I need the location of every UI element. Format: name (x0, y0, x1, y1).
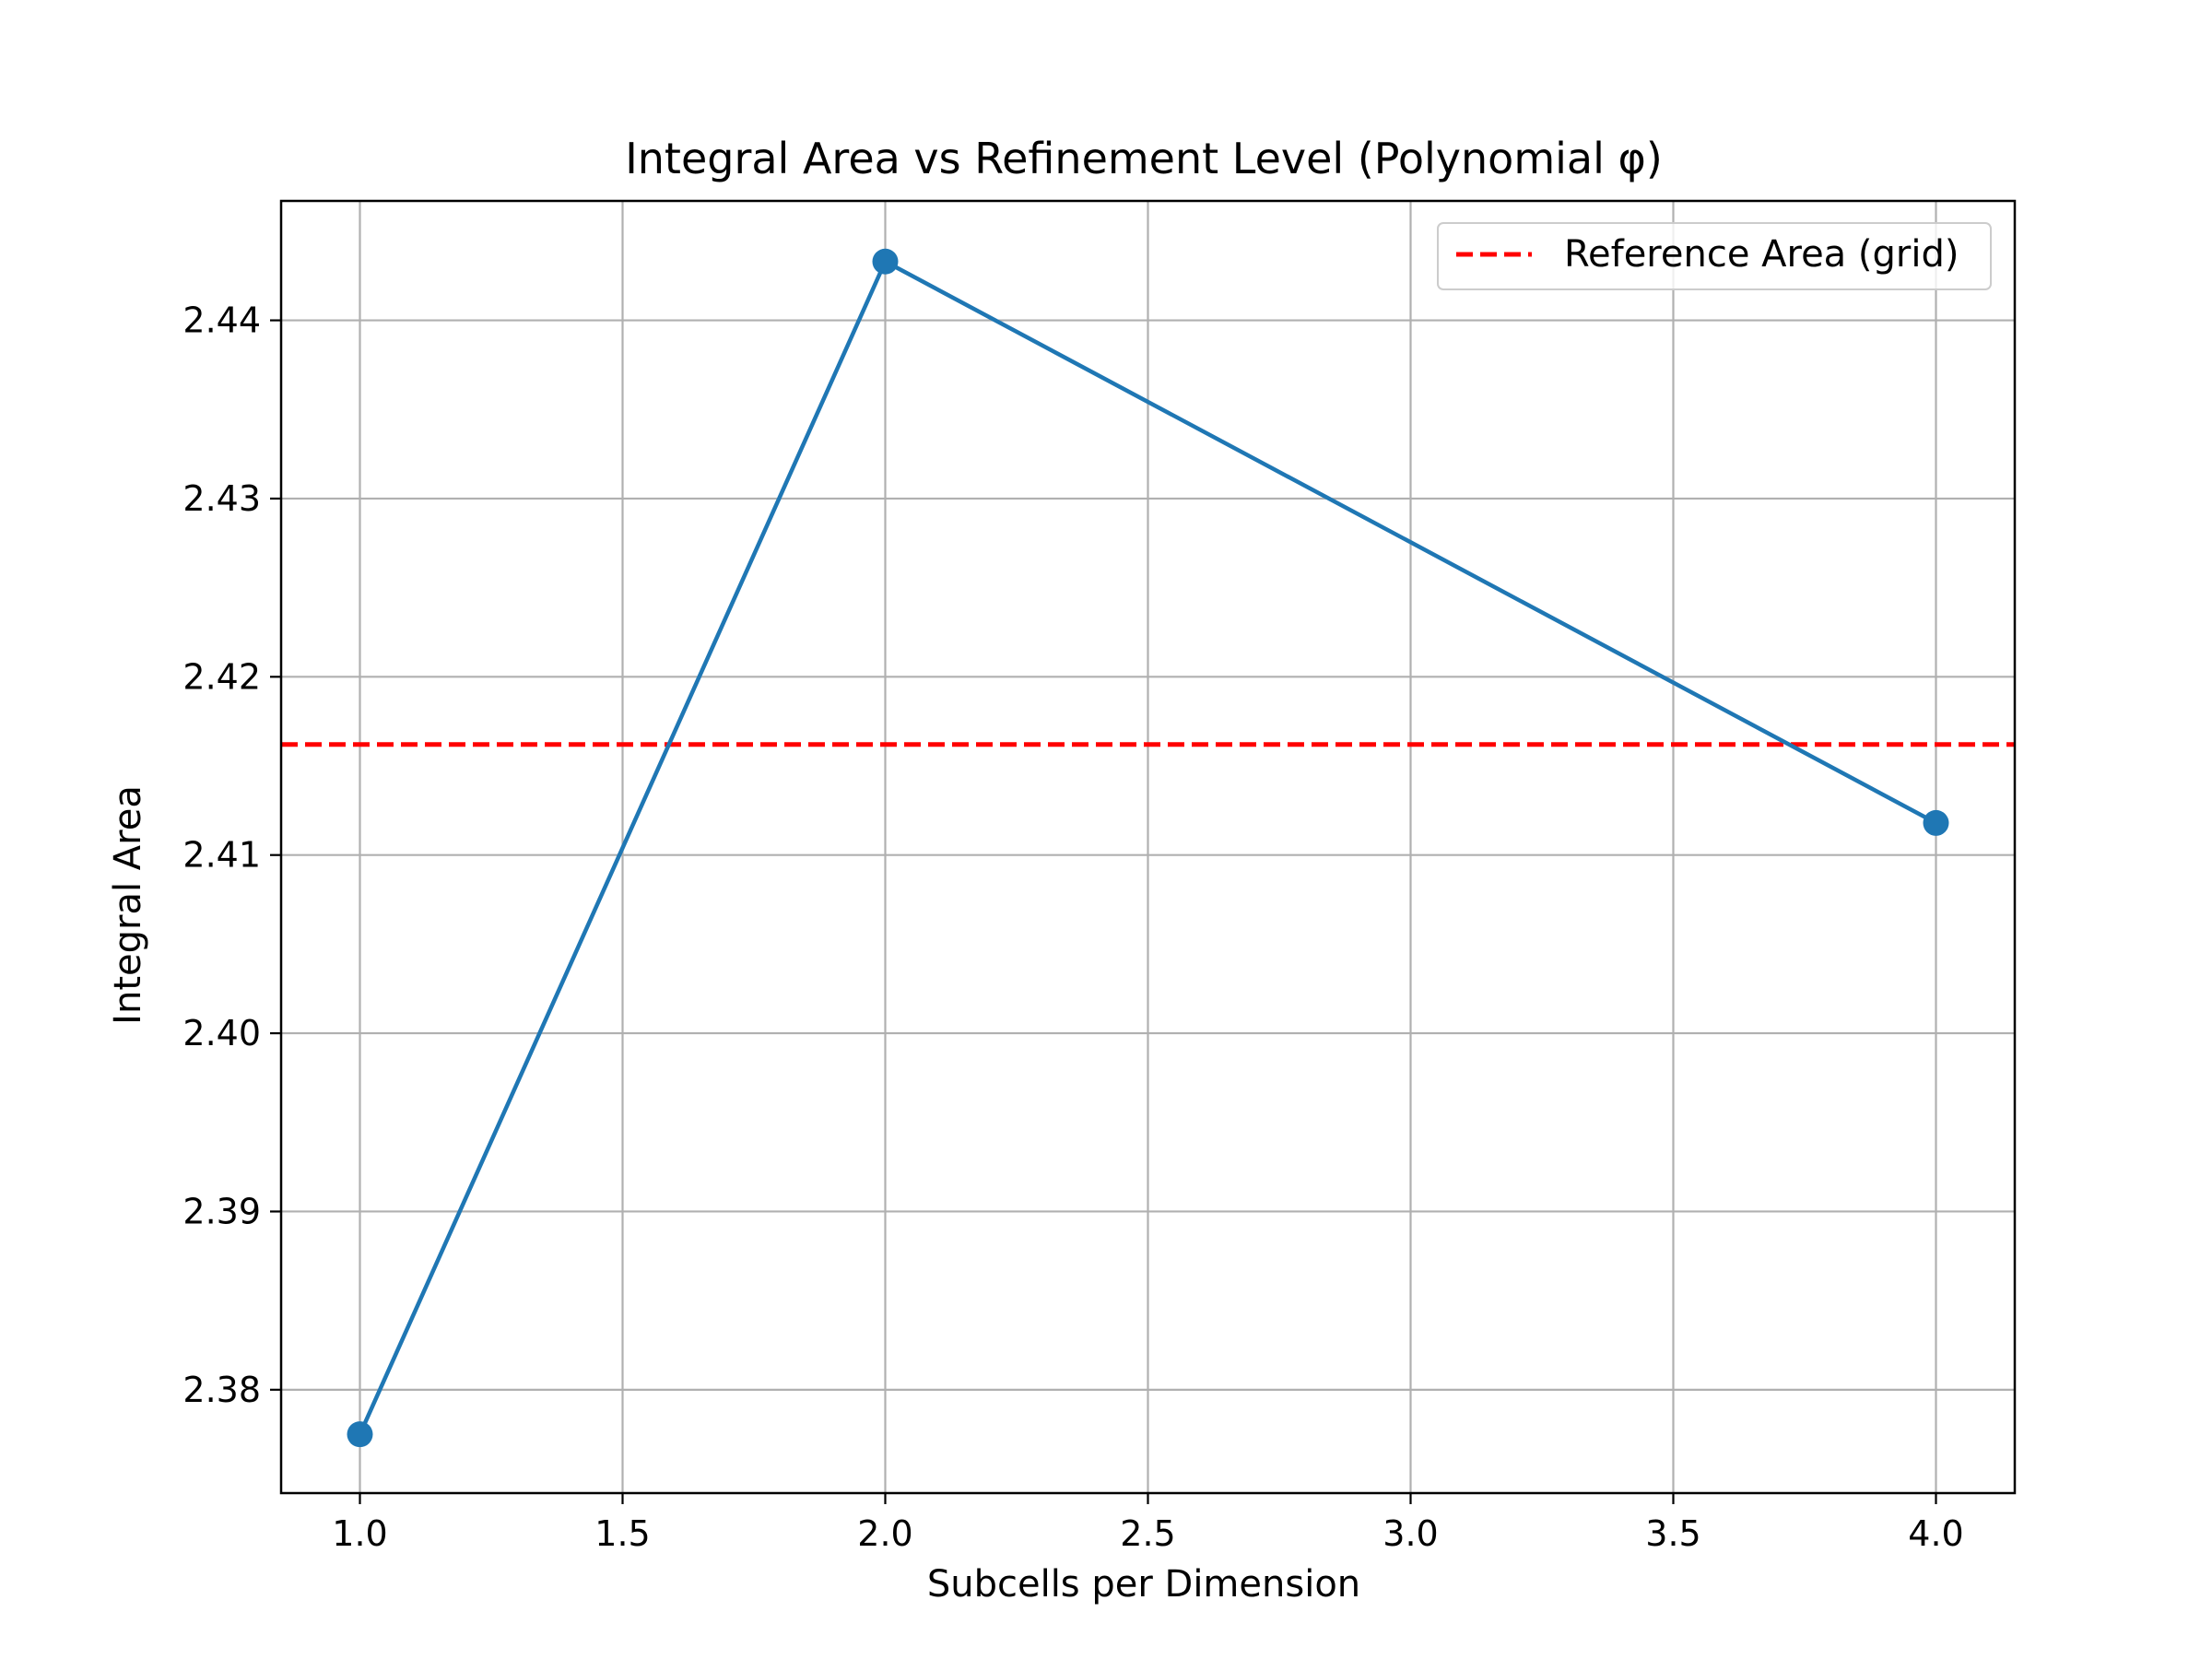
chart-title: Integral Area vs Refinement Level (Polyn… (625, 134, 1663, 183)
x-axis-label: Subcells per Dimension (927, 1563, 1360, 1606)
legend: Reference Area (grid) (1437, 222, 1992, 290)
data-point (347, 1421, 373, 1448)
y-axis-ticks: 2.38 2.39 2.40 2.41 2.42 2.43 2.44 (182, 300, 281, 1410)
legend-box (1437, 222, 1992, 290)
x-tick-label: 2.0 (857, 1513, 912, 1554)
x-tick-label: 3.0 (1382, 1513, 1438, 1554)
x-axis-ticks: 1.0 1.5 2.0 2.5 3.0 3.5 4.0 (332, 1493, 1964, 1554)
data-point (872, 248, 899, 275)
y-tick-label: 2.43 (182, 478, 261, 519)
legend-label-reference-area: Reference Area (grid) (1564, 233, 1959, 276)
x-tick-label: 3.5 (1645, 1513, 1700, 1554)
y-tick-label: 2.38 (182, 1370, 261, 1410)
data-series (347, 248, 1949, 1448)
y-tick-label: 2.44 (182, 300, 261, 341)
x-tick-label: 1.5 (594, 1513, 650, 1554)
x-tick-label: 4.0 (1908, 1513, 1963, 1554)
data-point (1923, 809, 1949, 836)
y-tick-label: 2.39 (182, 1191, 261, 1231)
y-tick-label: 2.40 (182, 1013, 261, 1053)
grid-lines (281, 201, 2015, 1493)
x-tick-label: 1.0 (332, 1513, 387, 1554)
x-tick-label: 2.5 (1120, 1513, 1175, 1554)
y-tick-label: 2.41 (182, 835, 261, 876)
y-axis-label: Integral Area (107, 785, 149, 1025)
y-tick-label: 2.42 (182, 656, 261, 697)
